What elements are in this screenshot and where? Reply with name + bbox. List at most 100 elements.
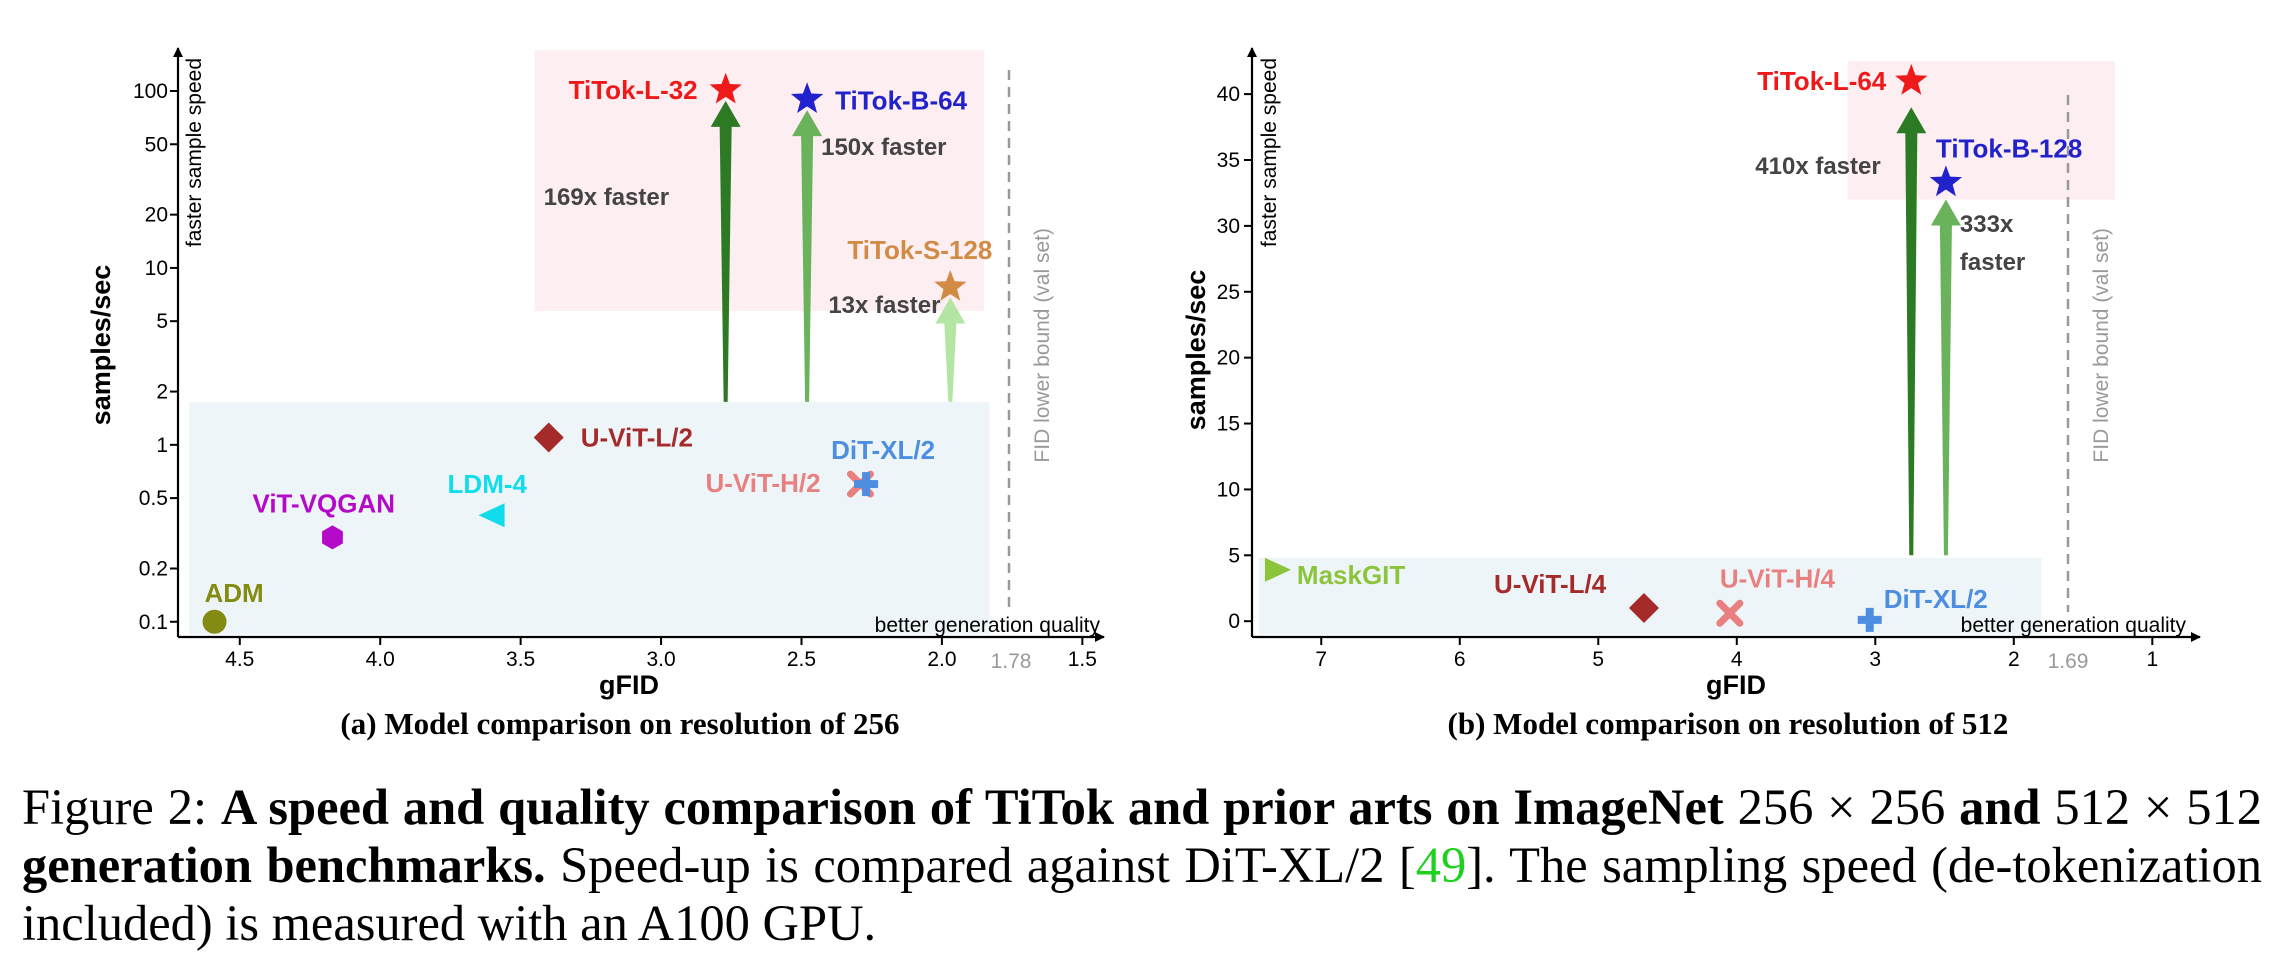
region-prior-arts bbox=[1258, 557, 2042, 635]
x-tick-label: 5 bbox=[1592, 648, 1604, 671]
point-u-vit-l-2-marker bbox=[533, 422, 564, 453]
y-tick-label: 20 bbox=[145, 204, 168, 227]
y-tick-label: 15 bbox=[1217, 413, 1240, 436]
speedup-label: 333x bbox=[1960, 211, 2014, 238]
speedup-arrow-1 bbox=[1896, 107, 1927, 556]
point-dit-xl-2-label: DiT-XL/2 bbox=[1884, 584, 1988, 614]
x-tick-label: 1 bbox=[2146, 648, 2158, 671]
figure-panels: 169x faster 150x faster 13x faster 4.5 4.0 3… bbox=[86, 47, 2201, 700]
point-titok-b-64-label: TiTok-B-64 bbox=[835, 85, 967, 115]
speedup-label: 169x faster bbox=[544, 184, 669, 211]
y-tick-label: 30 bbox=[1217, 215, 1240, 238]
x-tick-label: 7 bbox=[1315, 648, 1327, 671]
y-tick-label: 25 bbox=[1217, 281, 1240, 304]
x-axis-label: gFID bbox=[1706, 670, 1766, 700]
caption-bold-1: A speed and quality comparison of TiTok … bbox=[220, 779, 1724, 835]
point-u-vit-h-4-label: U-ViT-H/4 bbox=[1720, 563, 1836, 593]
y-direction-label: faster sample speed bbox=[1258, 58, 1281, 247]
y-tick-label: 5 bbox=[1228, 544, 1240, 567]
y-tick-label: 10 bbox=[1217, 478, 1240, 501]
point-adm-marker bbox=[202, 609, 227, 634]
x-tick-label: 3 bbox=[1869, 648, 1881, 671]
point-dit-xl-2-marker bbox=[854, 472, 879, 497]
subfigure-caption-b: (b) Model comparison on resolution of 51… bbox=[1447, 706, 2009, 741]
point-titok-b-64-marker bbox=[790, 82, 824, 113]
x-tick-label: 2.5 bbox=[787, 648, 816, 671]
x-tick-label: 4.0 bbox=[366, 648, 395, 671]
y-tick-label: 0.1 bbox=[139, 611, 168, 634]
point-u-vit-l-4-label: U-ViT-L/4 bbox=[1494, 569, 1607, 599]
point-dit-xl-2-label: DiT-XL/2 bbox=[831, 435, 935, 465]
caption-text-2: ]. The sampling speed (de-tokenization i… bbox=[22, 837, 2262, 951]
point-titok-l-32-label: TiTok-L-32 bbox=[569, 75, 698, 105]
point-u-vit-l-2-label: U-ViT-L/2 bbox=[581, 423, 693, 453]
subfigure-caption-a: (a) Model comparison on resolution of 25… bbox=[340, 706, 900, 741]
speedup-arrow-2 bbox=[1930, 199, 1961, 556]
citation-link[interactable]: 49 bbox=[1415, 837, 1467, 893]
point-ldm-4-label: LDM-4 bbox=[448, 469, 528, 499]
speedup-arrow-2 bbox=[792, 110, 823, 402]
point-titok-b-128-label: TiTok-B-128 bbox=[1936, 133, 2082, 163]
point-titok-l-64-marker bbox=[1895, 63, 1928, 95]
y-tick-label: 20 bbox=[1217, 347, 1240, 370]
point-u-vit-l-4-marker bbox=[1628, 593, 1659, 624]
caption-bold-2: generation benchmarks. bbox=[22, 837, 546, 893]
x-direction-label: better generation quality bbox=[1961, 614, 2187, 637]
point-vit-vqgan-label: ViT-VQGAN bbox=[252, 488, 395, 518]
x-tick-label: 2 bbox=[2008, 648, 2020, 671]
y-axis-label: samples/sec bbox=[86, 265, 116, 426]
y-tick-label: 10 bbox=[145, 257, 168, 280]
point-maskgit-marker bbox=[1264, 557, 1291, 582]
x-tick-label: 3.0 bbox=[646, 648, 675, 671]
y-tick-label: 100 bbox=[133, 80, 168, 103]
point-titok-l-64-label: TiTok-L-64 bbox=[1757, 66, 1887, 96]
point-vit-vqgan-marker bbox=[322, 525, 343, 550]
x-tick-label: 2.0 bbox=[927, 648, 956, 671]
y-tick-label: 50 bbox=[145, 133, 168, 156]
region-tokenized-models bbox=[1847, 61, 2115, 200]
x-tick-label: 6 bbox=[1454, 648, 1466, 671]
caption-math-2: 512 × 512 bbox=[2054, 779, 2263, 835]
x-tick-label: 3.5 bbox=[506, 648, 535, 671]
point-u-vit-h-2-label: U-ViT-H/2 bbox=[705, 468, 820, 498]
y-tick-label: 0 bbox=[1228, 610, 1240, 633]
reference-line-tick: 1.69 bbox=[2048, 650, 2089, 673]
y-tick-label: 0.5 bbox=[139, 487, 168, 510]
y-tick-label: 2 bbox=[156, 381, 168, 404]
point-titok-l-32-marker bbox=[709, 72, 742, 104]
caption-text-1: Speed-up is compared against DiT-XL/2 [ bbox=[560, 837, 1416, 893]
chart-panel-a: 169x faster 150x faster 13x faster 4.5 4.0 3… bbox=[86, 47, 1105, 700]
caption-math-1: 256 × 256 bbox=[1737, 779, 1946, 835]
point-ldm-4-marker bbox=[478, 503, 505, 528]
y-tick-label: 35 bbox=[1217, 149, 1240, 172]
y-tick-label: 1 bbox=[156, 434, 168, 457]
caption-prefix: Figure 2: bbox=[22, 779, 221, 835]
x-tick-label: 4.5 bbox=[225, 648, 254, 671]
point-titok-s-128-marker bbox=[934, 270, 967, 301]
speedup-arrow-1 bbox=[710, 100, 741, 402]
speedup-label: 410x faster bbox=[1755, 153, 1880, 180]
speedup-arrow-3 bbox=[935, 297, 966, 402]
speedup-label: 150x faster bbox=[821, 134, 946, 161]
speedup-label: 13x faster bbox=[828, 292, 940, 319]
figure-caption: Figure 2: A speed and quality comparison… bbox=[22, 778, 2262, 952]
point-u-vit-h-4-marker bbox=[1716, 599, 1744, 627]
x-tick-label: 4 bbox=[1731, 648, 1743, 671]
region-prior-arts bbox=[189, 401, 990, 635]
point-titok-s-128-label: TiTok-S-128 bbox=[847, 235, 992, 265]
y-tick-label: 40 bbox=[1217, 83, 1240, 106]
region-tokenized-models bbox=[534, 50, 985, 312]
y-tick-label: 5 bbox=[156, 310, 168, 333]
point-maskgit-label: MaskGIT bbox=[1297, 560, 1405, 590]
x-direction-label: better generation quality bbox=[875, 614, 1101, 637]
x-tick-label: 1.5 bbox=[1068, 648, 1097, 671]
caption-bold-and: and bbox=[1959, 779, 2041, 835]
reference-line-label: FID lower bound (val set) bbox=[1031, 228, 1054, 463]
x-axis-label: gFID bbox=[599, 670, 659, 700]
point-adm-label: ADM bbox=[205, 578, 264, 608]
y-axis-label: samples/sec bbox=[1181, 270, 1211, 431]
reference-line-tick: 1.78 bbox=[991, 650, 1032, 673]
y-direction-label: faster sample speed bbox=[183, 58, 206, 247]
reference-line-label: FID lower bound (val set) bbox=[2090, 228, 2113, 463]
chart-panel-b: 410x faster 333x faster 7 6 5 4 3 2 1 0 5 10 15 20 25… bbox=[1181, 47, 2201, 700]
